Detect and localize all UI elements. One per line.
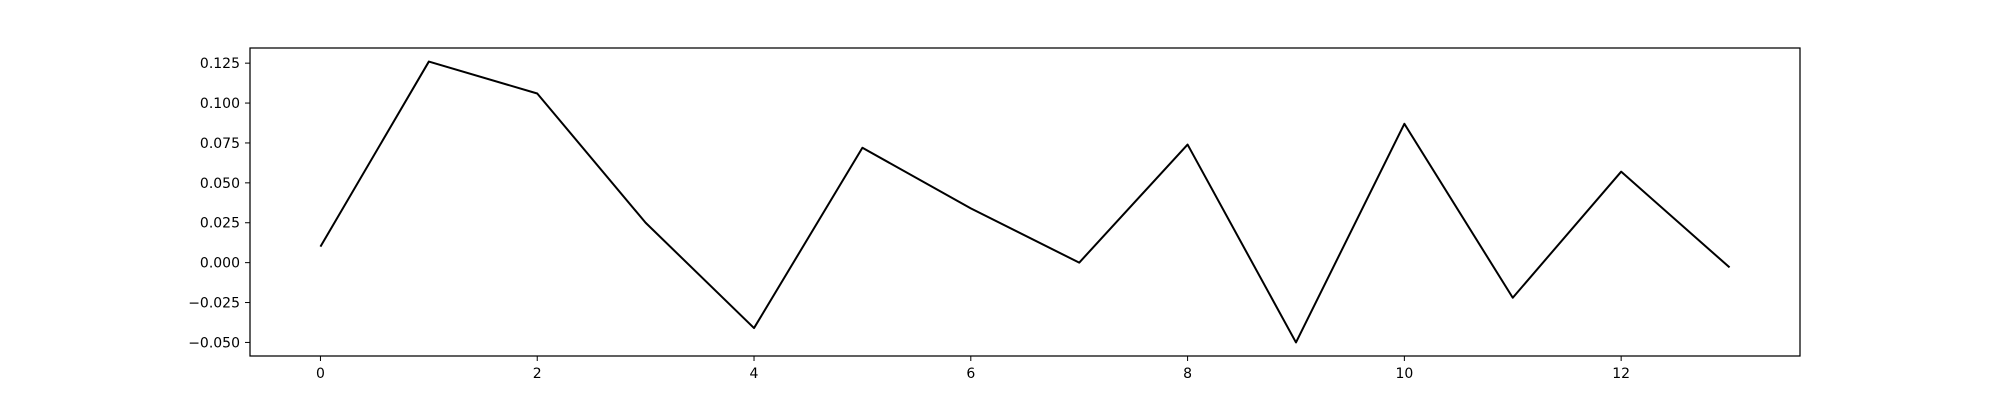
x-tick-label: 0 [316,366,325,382]
y-tick-label: −0.050 [188,335,240,351]
y-axis: −0.050 −0.025 0.000 0.025 0.050 0.075 0.100 0.1… [188,56,250,351]
x-tick-label: 8 [1183,366,1192,382]
y-tick-label: 0.000 [200,256,240,272]
x-tick-label: 12 [1612,366,1630,382]
series-layer [319,60,1731,344]
x-tick-label: 2 [533,366,542,382]
y-tick-label: −0.025 [188,296,240,312]
plot-area [249,47,1801,357]
x-axis: 0 2 4 6 8 10 12 [316,356,1630,382]
y-tick-label: 0.075 [200,136,240,152]
x-tick-label: 4 [750,366,759,382]
y-tick-label: 0.050 [200,176,240,192]
y-tick-label: 0.125 [200,56,240,72]
series-line [319,60,1731,344]
x-tick-label: 6 [966,366,975,382]
x-tick-label: 10 [1395,366,1413,382]
y-tick-label: 0.100 [200,96,240,112]
y-tick-label: 0.025 [200,216,240,232]
